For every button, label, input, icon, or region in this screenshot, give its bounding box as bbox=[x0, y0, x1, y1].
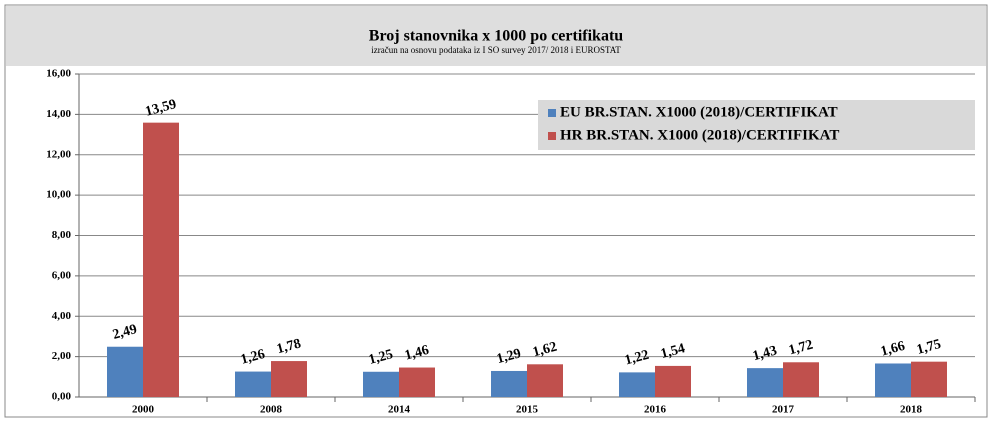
data-label: 1,54 bbox=[659, 341, 687, 362]
data-label: 1,62 bbox=[531, 340, 559, 361]
y-tick-label: 14,00 bbox=[46, 108, 71, 120]
data-label: 1,43 bbox=[751, 343, 779, 364]
legend-box bbox=[538, 100, 975, 150]
bar bbox=[235, 371, 271, 397]
data-label: 1,75 bbox=[915, 337, 943, 358]
bar bbox=[783, 362, 819, 397]
bar bbox=[363, 371, 399, 397]
data-label: 1,72 bbox=[787, 338, 815, 359]
bar bbox=[747, 368, 783, 397]
legend-swatch bbox=[548, 132, 556, 140]
bar bbox=[399, 367, 435, 397]
x-tick-label: 2016 bbox=[644, 404, 667, 416]
x-tick-label: 2017 bbox=[772, 404, 795, 416]
x-tick-label: 2018 bbox=[900, 404, 923, 416]
chart-subtitle: izračun na osnovu podataka iz I SO surve… bbox=[371, 45, 621, 55]
data-label: 1,25 bbox=[367, 347, 395, 368]
data-label: 1,78 bbox=[275, 336, 303, 357]
y-tick-label: 4,00 bbox=[52, 310, 72, 322]
y-tick-label: 2,00 bbox=[52, 350, 72, 362]
y-tick-label: 12,00 bbox=[46, 148, 71, 160]
y-tick-label: 10,00 bbox=[46, 189, 71, 201]
x-tick-label: 2015 bbox=[516, 404, 539, 416]
bar bbox=[655, 365, 691, 397]
y-tick-label: 0,00 bbox=[52, 391, 72, 403]
data-label: 1,22 bbox=[623, 348, 651, 369]
data-label: 1,46 bbox=[403, 343, 431, 364]
bar bbox=[107, 346, 143, 397]
data-label: 2,49 bbox=[111, 322, 139, 343]
legend-label: EU BR.STAN. X1000 (2018)/CERTIFIKAT bbox=[560, 104, 838, 120]
header-band bbox=[6, 6, 986, 66]
x-tick-label: 2014 bbox=[388, 404, 411, 416]
data-label: 1,29 bbox=[495, 346, 523, 367]
bar bbox=[271, 361, 307, 397]
y-tick-label: 6,00 bbox=[52, 269, 72, 281]
bar bbox=[143, 122, 179, 397]
bar bbox=[911, 361, 947, 397]
data-label: 1,26 bbox=[239, 347, 267, 368]
data-label: 1,66 bbox=[879, 339, 907, 360]
bar bbox=[491, 370, 527, 397]
chart-title: Broj stanovnika x 1000 po certifikatu bbox=[369, 28, 623, 45]
bar bbox=[527, 364, 563, 397]
legend-label: HR BR.STAN. X1000 (2018)/CERTIFIKAT bbox=[560, 127, 839, 143]
y-tick-label: 8,00 bbox=[52, 229, 72, 241]
y-tick-label: 16,00 bbox=[46, 68, 71, 80]
x-tick-label: 2000 bbox=[132, 404, 155, 416]
legend-swatch bbox=[548, 109, 556, 117]
x-tick-label: 2008 bbox=[260, 404, 283, 416]
bar bbox=[875, 363, 911, 397]
bar bbox=[619, 372, 655, 397]
